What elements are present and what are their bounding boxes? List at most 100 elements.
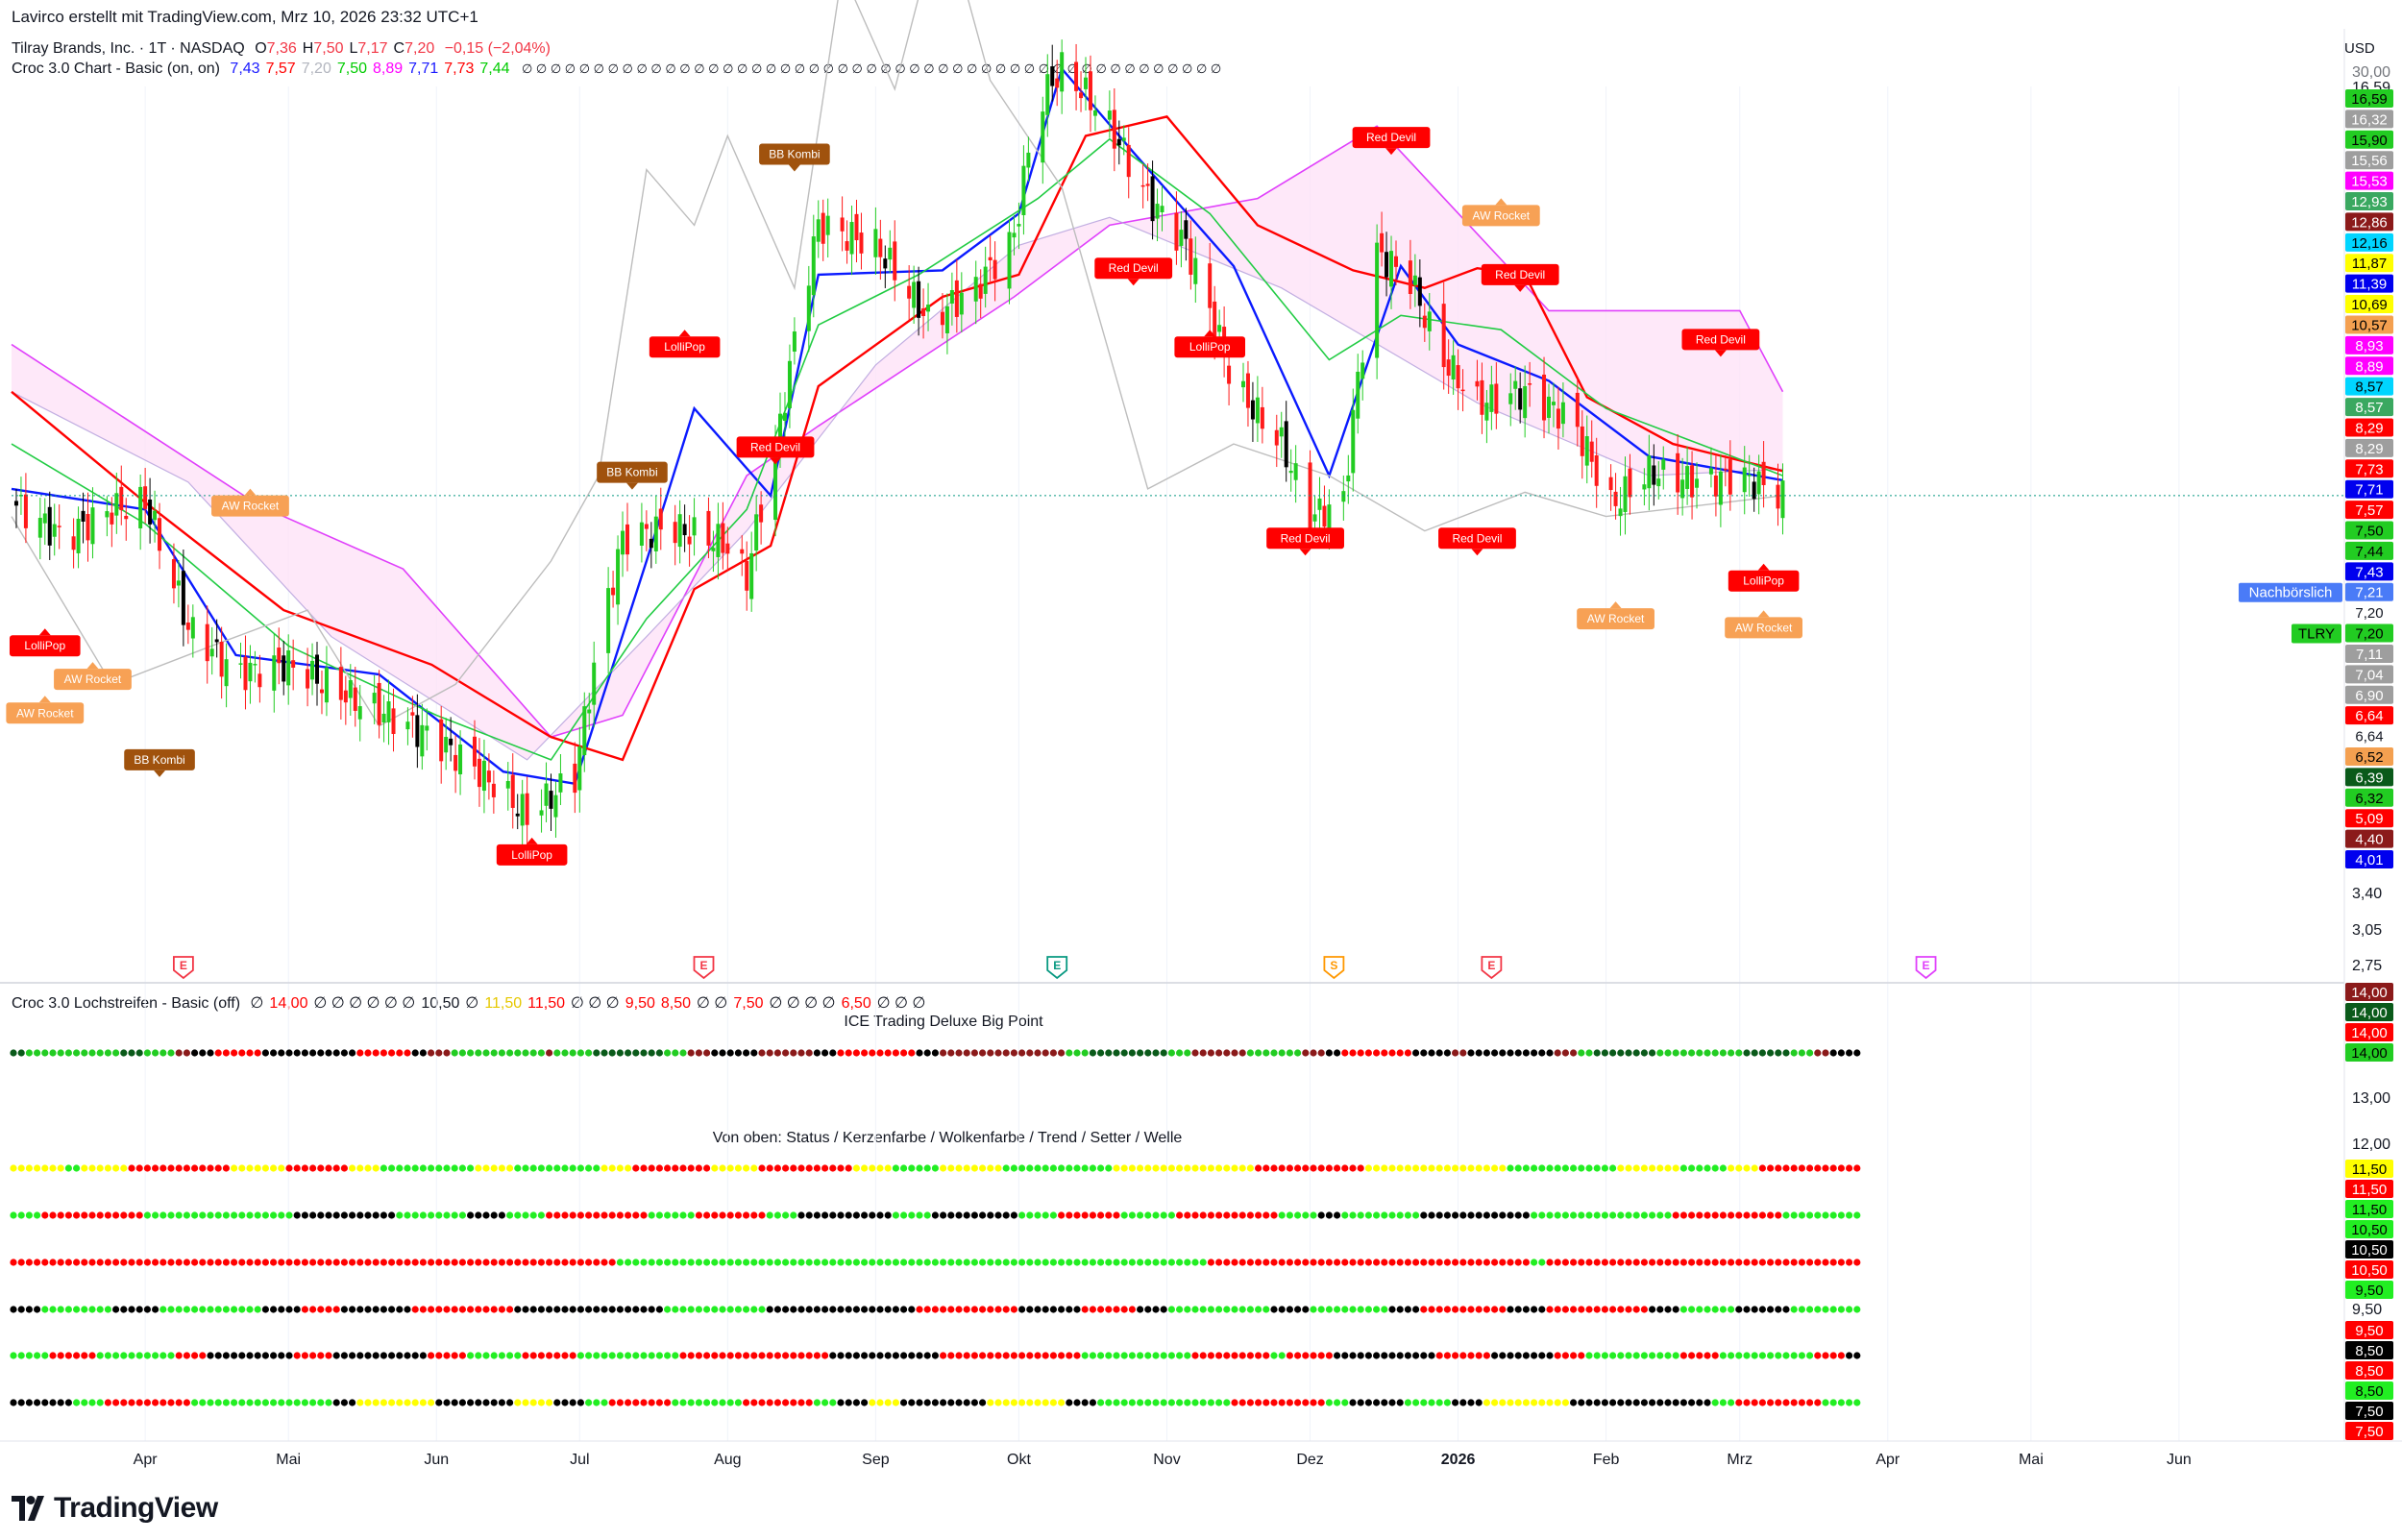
status-dot <box>1238 1164 1246 1172</box>
event-marker: S <box>1323 956 1345 980</box>
status-dot <box>876 1399 884 1406</box>
status-dot <box>743 1259 750 1266</box>
status-dot <box>852 1049 861 1057</box>
status-dot <box>309 1211 317 1219</box>
status-dot <box>1002 1211 1010 1219</box>
candle-body <box>1680 479 1685 499</box>
indicator-legend-lower[interactable]: Croc 3.0 Lochstreifen - Basic (off) ∅ 14,… <box>12 993 925 1013</box>
indicator-legend-main[interactable]: Croc 3.0 Chart - Basic (on, on) 7,43 7,57… <box>12 61 1221 78</box>
status-dot <box>1679 1352 1687 1359</box>
signal-pointer <box>38 696 51 703</box>
status-dot <box>869 1259 876 1266</box>
status-dot <box>183 1049 190 1057</box>
status-dot <box>1814 1049 1822 1057</box>
status-dot <box>1255 1352 1262 1359</box>
status-dot <box>356 1399 364 1406</box>
status-dot <box>1475 1211 1483 1219</box>
candle-body <box>238 663 243 665</box>
status-dot <box>1609 1211 1617 1219</box>
status-dot <box>1058 1164 1066 1172</box>
status-dot <box>1625 1049 1632 1057</box>
status-dot <box>490 1211 498 1219</box>
status-dot <box>443 1399 451 1406</box>
status-dot <box>726 1399 734 1406</box>
signal-label: LolliPop <box>24 639 65 652</box>
price-badge-bg <box>2345 746 2393 766</box>
status-dot <box>64 1049 72 1057</box>
price-badge: 8,93 <box>2345 335 2393 354</box>
status-dot <box>994 1211 1002 1219</box>
status-dot <box>1341 1259 1349 1266</box>
symbol-legend[interactable]: Tilray Brands, Inc. · 1T · NASDAQ O7,36 H… <box>12 40 551 58</box>
status-dot <box>356 1164 364 1172</box>
status-dot <box>734 1306 743 1313</box>
status-dot <box>1310 1211 1317 1219</box>
month-label: Apr <box>134 1452 159 1468</box>
lower-price-axis[interactable]: 14,0014,0014,0014,0013,0012,009,5011,501… <box>2345 983 2393 1440</box>
status-dot <box>41 1352 49 1359</box>
status-dot <box>640 1399 648 1406</box>
status-dot <box>1452 1164 1459 1172</box>
status-dot <box>1483 1352 1490 1359</box>
candle-body <box>481 760 486 792</box>
status-dot <box>892 1399 900 1406</box>
status-dot <box>1609 1259 1617 1266</box>
price-badge-bg <box>2345 644 2393 663</box>
status-dot <box>1829 1399 1837 1406</box>
status-dot <box>222 1164 230 1172</box>
status-dot <box>1585 1049 1593 1057</box>
status-dot <box>1349 1352 1357 1359</box>
status-dot <box>892 1211 900 1219</box>
status-dot <box>743 1211 750 1219</box>
ohlc-value: 7,36 <box>266 40 297 57</box>
status-dot <box>1420 1306 1428 1313</box>
status-dot <box>1184 1049 1191 1057</box>
status-dot <box>687 1164 695 1172</box>
status-dot <box>207 1049 214 1057</box>
lower-badge-bottom: 7,50 <box>2345 1422 2393 1440</box>
status-dot <box>1846 1211 1853 1219</box>
lower-indicator-part: 8,50 <box>660 995 692 1012</box>
status-dot <box>852 1164 861 1172</box>
time-axis[interactable]: Apr Mai Jun Jul Aug Sep Okt Nov Dez 2026 Feb Mrz Apr… <box>134 1452 2192 1468</box>
status-dot <box>278 1164 285 1172</box>
status-dot <box>529 1049 537 1057</box>
status-dot <box>17 1352 25 1359</box>
status-dot <box>940 1352 947 1359</box>
price-badge-label: 11,39 <box>2352 277 2387 293</box>
status-dot <box>719 1049 726 1057</box>
status-dot <box>246 1399 254 1406</box>
status-dot <box>1396 1049 1404 1057</box>
status-dot <box>270 1306 278 1313</box>
status-dot <box>987 1399 994 1406</box>
status-dot <box>1625 1352 1632 1359</box>
dot-row <box>10 1049 1861 1057</box>
status-dot <box>1120 1259 1128 1266</box>
status-dot <box>797 1164 805 1172</box>
status-dot <box>1081 1306 1089 1313</box>
price-axis[interactable]: 30,0016,593,403,052,7516,5916,3215,9015,… <box>2239 64 2393 974</box>
status-dot <box>191 1164 199 1172</box>
event-shape <box>693 956 715 980</box>
status-dot <box>1176 1259 1184 1266</box>
status-dot <box>1664 1049 1672 1057</box>
status-dot <box>1294 1352 1302 1359</box>
status-dot <box>49 1306 57 1313</box>
status-dot <box>49 1352 57 1359</box>
candle-body <box>277 648 282 664</box>
status-dot <box>758 1259 766 1266</box>
status-dot <box>1412 1306 1420 1313</box>
lower-indicator-part: ∅ <box>250 995 264 1012</box>
status-dot <box>458 1211 466 1219</box>
price-badge-label: 7,57 <box>2355 502 2383 519</box>
candle-body <box>1021 165 1026 215</box>
status-dot <box>1364 1306 1372 1313</box>
status-dot <box>963 1306 970 1313</box>
status-dot <box>1081 1399 1089 1406</box>
signal-label: Red Devil <box>1366 131 1416 144</box>
lower-indicator-part: 6,50 <box>841 995 871 1012</box>
status-dot <box>498 1259 506 1266</box>
status-dot <box>1191 1306 1199 1313</box>
status-dot <box>726 1259 734 1266</box>
